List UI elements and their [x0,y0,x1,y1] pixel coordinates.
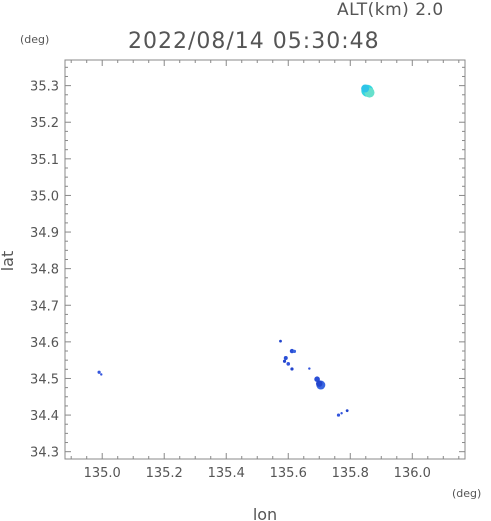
y-tick-label: 34.9 [30,226,59,241]
plot-frame [64,59,466,460]
data-point [340,412,343,415]
y-tick-label: 35.2 [30,116,59,131]
data-point [361,84,370,93]
y-tick-label: 34.6 [30,336,59,351]
y-axis: 34.3 34.4 34.5 34.6 34.7 34.8 34.9 35.0 35.1 35.2… [30,66,465,461]
altitude-label: ALT(km) 2.0 [337,0,444,20]
data-point [282,359,287,363]
data-point [316,380,323,387]
y-tick-label: 34.7 [30,299,59,314]
data-point [279,339,282,343]
y-tick-label: 35.0 [30,189,59,204]
chart-title: 2022/08/14 05:30:48 [128,29,380,54]
x-axis-label: lon [253,505,277,521]
x-tick-label: 136.0 [394,466,431,481]
data-point [345,409,349,413]
x-tick-label: 135.8 [332,466,369,481]
x-tick-label: 135.2 [146,466,183,481]
x-unit-label: (deg) [452,487,481,500]
x-tick-label: 135.6 [270,466,307,481]
x-axis: 135.0 135.2 135.4 135.6 135.8 136.0 [70,60,460,481]
x-tick-label: 135.0 [84,466,121,481]
y-tick-label: 34.4 [30,409,59,424]
data-point [286,362,291,366]
data-point [283,355,288,360]
y-axis-label: lat [0,251,17,272]
data-point [292,349,297,353]
y-tick-label: 34.5 [30,372,59,387]
y-tick-label: 35.1 [30,153,59,168]
data-point [290,367,294,371]
data-point [100,373,103,376]
y-tick-label: 35.3 [30,80,59,95]
y-tick-label: 34.3 [30,446,59,461]
y-unit-label: (deg) [20,33,49,46]
x-tick-label: 135.4 [208,466,245,481]
y-tick-label: 34.8 [30,263,59,278]
data-point [97,370,101,374]
data-points [97,84,375,417]
data-point [308,367,311,370]
data-point [336,413,341,417]
